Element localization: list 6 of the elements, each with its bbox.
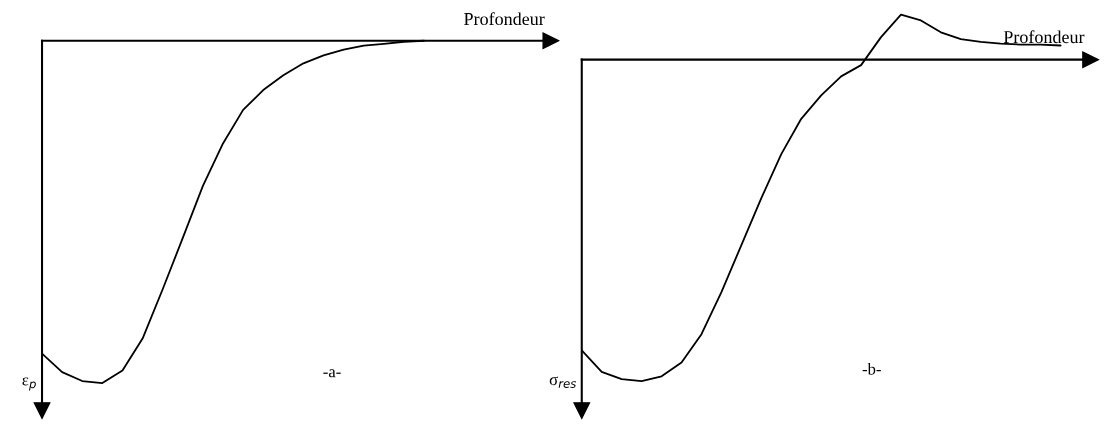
annotation: -a- <box>323 369 341 378</box>
x-axis-title: Profondeur <box>464 12 545 26</box>
annotation: -b- <box>862 362 881 375</box>
x-axis-title: Profondeur <box>1003 30 1085 44</box>
y-axis-title: ε$_{p}$ <box>22 377 36 391</box>
y-axis-title: σ$_{res}$ <box>549 376 577 388</box>
